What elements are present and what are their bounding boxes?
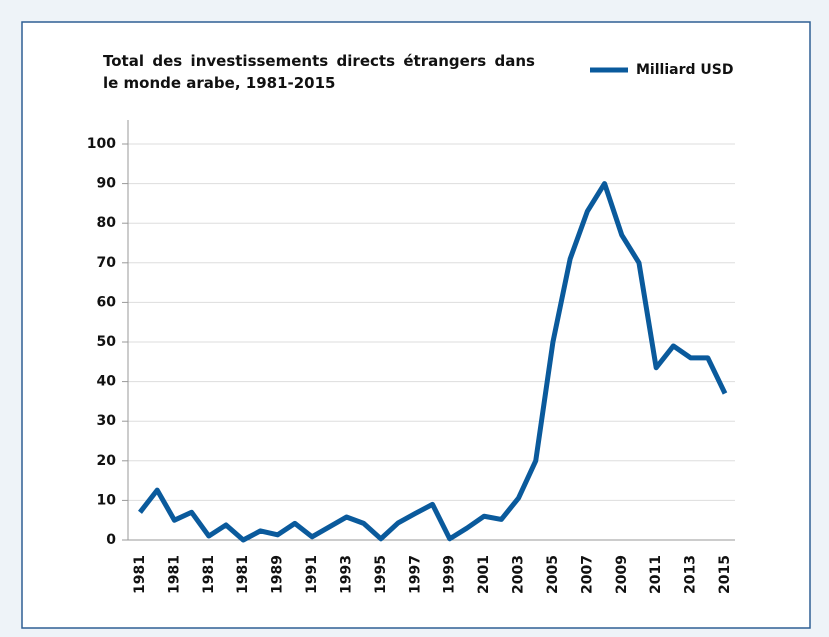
x-tick-label: 2013 [683, 555, 699, 594]
y-tick-label: 30 [97, 413, 117, 429]
y-tick-label: 60 [97, 294, 117, 310]
x-tick-label: 2001 [476, 555, 492, 594]
x-tick-label: 1981 [166, 555, 182, 594]
y-tick-label: 90 [97, 176, 117, 192]
x-tick-label: 1999 [442, 555, 458, 594]
x-tick-label: 1981 [132, 555, 148, 594]
x-tick-label: 2003 [511, 555, 527, 594]
x-tick-label: 2011 [648, 555, 664, 594]
y-tick-label: 100 [87, 136, 116, 152]
x-tick-label: 2007 [579, 555, 595, 594]
y-tick-label: 50 [97, 334, 117, 350]
x-tick-label: 1991 [304, 555, 320, 594]
chart-title: Total des investissements directs étrang… [103, 52, 535, 92]
x-tick-label: 2009 [614, 555, 630, 594]
x-tick-label: 1989 [270, 555, 286, 594]
frame [21, 21, 811, 629]
x-tick-label: 1981 [201, 555, 217, 594]
y-tick-label: 0 [106, 532, 116, 548]
y-tick-label: 80 [97, 215, 117, 231]
y-tick-label: 40 [97, 374, 117, 390]
y-tick-label: 70 [97, 255, 117, 271]
x-tick-label: 1981 [235, 555, 251, 594]
y-tick-label: 20 [97, 453, 117, 469]
x-tick-label: 1993 [338, 555, 354, 594]
data-line [138, 181, 728, 543]
legend-label: Milliard USD [636, 62, 733, 78]
x-tick-label: 2015 [717, 555, 733, 594]
x-tick-label: 1995 [373, 555, 389, 594]
x-tick-label: 2005 [545, 555, 561, 594]
x-tick-label: 1997 [407, 555, 423, 594]
y-tick-label: 10 [97, 492, 117, 508]
